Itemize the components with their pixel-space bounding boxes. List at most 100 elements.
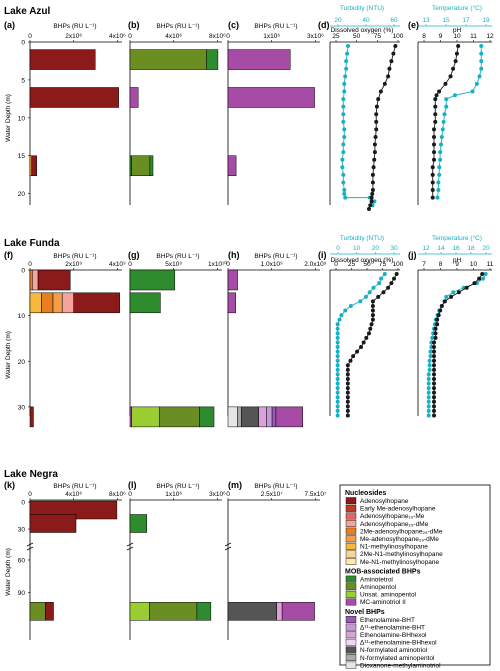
profile-point bbox=[432, 157, 436, 162]
profile-point bbox=[428, 349, 433, 354]
profile-point bbox=[341, 180, 346, 185]
tick-label: 100 bbox=[393, 33, 404, 40]
tick-label: 50 bbox=[363, 261, 371, 268]
profile-point bbox=[444, 104, 449, 109]
tick-label: 18 bbox=[467, 245, 475, 252]
legend-item-label: Early Me-adenosylhopane bbox=[360, 506, 436, 513]
legend-group-title: Nucleosides bbox=[345, 490, 386, 497]
profile-point bbox=[453, 93, 457, 98]
profile-point bbox=[335, 322, 340, 327]
bar-segment bbox=[227, 406, 238, 428]
profile-point bbox=[428, 354, 433, 359]
profile-point bbox=[387, 66, 392, 71]
profile-point bbox=[437, 172, 442, 177]
profile-point bbox=[335, 340, 340, 345]
profile-point bbox=[345, 376, 350, 381]
profile-point bbox=[363, 294, 368, 299]
tick-label: 3x10⁶ bbox=[209, 491, 226, 498]
panel-letter-b: (b) bbox=[128, 20, 140, 30]
profile-point bbox=[345, 413, 350, 418]
profile-point bbox=[430, 180, 435, 185]
legend-box bbox=[339, 484, 491, 666]
tick-label: 0 bbox=[128, 491, 132, 498]
panel-letter-m: (m) bbox=[228, 480, 242, 490]
profile-point bbox=[449, 294, 454, 299]
profile-point bbox=[434, 93, 439, 98]
profile-point bbox=[479, 59, 484, 64]
tick-label: 60 bbox=[390, 17, 398, 24]
bar-segment bbox=[31, 155, 37, 176]
tick-label: 10 bbox=[470, 261, 478, 268]
profile-point bbox=[464, 285, 469, 290]
profile-point bbox=[372, 150, 377, 155]
tick-label: 10 bbox=[353, 245, 361, 252]
bhp-axis-title-c: BHPs (RU L⁻¹) bbox=[254, 23, 297, 30]
profile-point bbox=[370, 172, 375, 177]
profile-point bbox=[481, 276, 485, 281]
profile-point bbox=[477, 276, 482, 281]
bar-segment bbox=[32, 269, 39, 291]
lake-title-funda: Lake Funda bbox=[4, 238, 60, 249]
profile-point bbox=[438, 308, 443, 313]
profile-point bbox=[432, 390, 436, 395]
profile-point bbox=[341, 172, 346, 177]
oxygen-title-i: Dissolved oxygen (%) bbox=[331, 257, 394, 264]
profile-point bbox=[433, 331, 438, 336]
legend-swatch bbox=[345, 527, 357, 535]
profile-line bbox=[437, 46, 482, 198]
profile-point bbox=[389, 59, 394, 64]
profile-point bbox=[374, 119, 379, 124]
legend-item-label: N-formylated aminotriol bbox=[360, 647, 428, 654]
profile-point bbox=[335, 349, 340, 354]
tick-label: 1.0x10⁹ bbox=[261, 261, 284, 268]
profile-point bbox=[436, 313, 441, 318]
profile-point bbox=[439, 142, 443, 147]
profile-point bbox=[335, 372, 340, 377]
profile-point bbox=[371, 285, 376, 290]
bar-segment bbox=[227, 87, 315, 108]
profile-point bbox=[342, 89, 347, 94]
tick-label: 8 bbox=[422, 33, 426, 40]
profile-point bbox=[432, 345, 436, 349]
profile-point bbox=[374, 112, 379, 117]
profile-point bbox=[426, 395, 431, 400]
profile-point bbox=[426, 386, 431, 391]
tick-label: 0 bbox=[336, 245, 340, 252]
legend-swatch bbox=[345, 638, 357, 646]
profile-point bbox=[479, 66, 484, 71]
profile-point bbox=[438, 157, 443, 162]
axis-break-mark bbox=[26, 542, 34, 551]
profile-point bbox=[440, 127, 445, 132]
bar-segment bbox=[29, 602, 46, 621]
tick-label: 75 bbox=[379, 261, 387, 268]
bar-segment bbox=[41, 292, 54, 314]
bhp-axis-title-g: BHPs (RU L⁻¹) bbox=[156, 253, 199, 260]
profile-line bbox=[347, 273, 398, 416]
bhp-axis-title-l: BHPs (RU L⁻¹) bbox=[156, 483, 199, 490]
profile-point bbox=[335, 335, 340, 340]
bhp-axis-title-h: BHPs (RU L⁻¹) bbox=[254, 253, 297, 260]
tick-label: 1x10⁶ bbox=[165, 491, 182, 498]
profile-point bbox=[345, 390, 350, 395]
tick-label: 20 bbox=[334, 17, 342, 24]
profile-point bbox=[370, 191, 375, 196]
profile-point bbox=[392, 276, 397, 281]
tick-label: 2.5x10⁷ bbox=[261, 491, 284, 498]
profile-point bbox=[335, 376, 340, 381]
profile-point bbox=[335, 326, 340, 331]
legend-item-label: Δ¹¹-ethenolamine-BHT bbox=[360, 624, 425, 631]
profile-point bbox=[370, 180, 375, 185]
legend-item-label: Adenosylhopane₁₉-Me bbox=[360, 513, 425, 520]
profile-point bbox=[479, 51, 484, 56]
tick-label: 10 bbox=[453, 33, 461, 40]
legend-swatch bbox=[345, 558, 357, 565]
bar-segment bbox=[129, 87, 139, 108]
depth-tick-label: 0 bbox=[21, 40, 25, 47]
tick-label: 100 bbox=[393, 261, 404, 268]
tick-label: 8x10⁶ bbox=[109, 491, 126, 498]
profile-point bbox=[344, 59, 349, 64]
bar-segment bbox=[275, 406, 303, 428]
tick-label: 13 bbox=[422, 17, 430, 24]
tick-label: 1x10⁶ bbox=[263, 33, 280, 40]
bhp-axis-title-m: BHPs (RU L⁻¹) bbox=[254, 483, 297, 490]
